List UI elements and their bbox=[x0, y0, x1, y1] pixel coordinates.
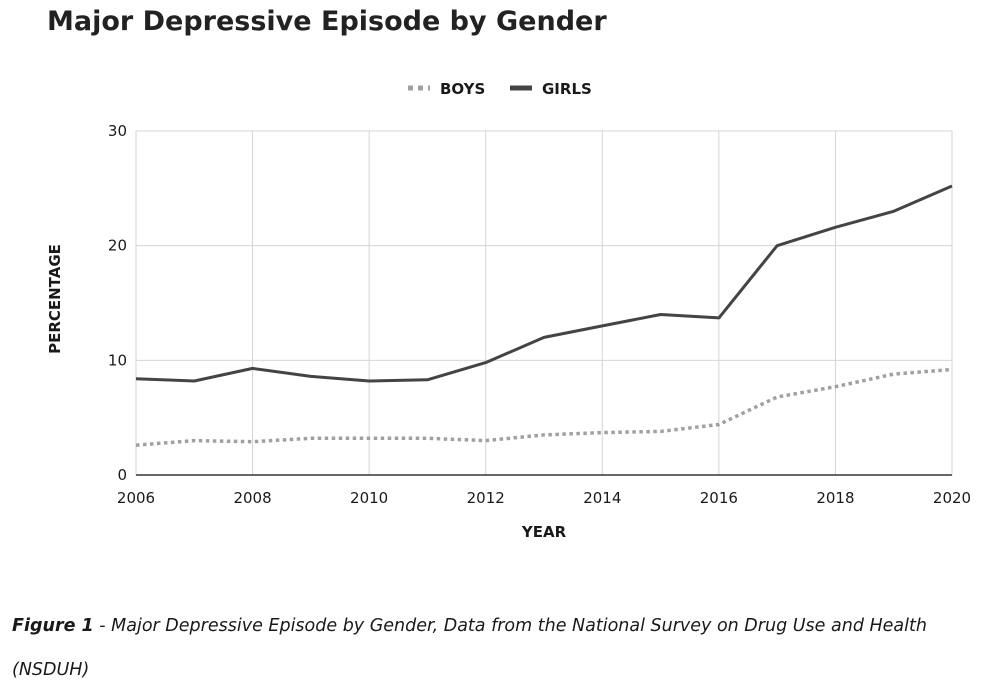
x-tick-label: 2012 bbox=[467, 489, 505, 507]
data-point-girls bbox=[192, 379, 196, 383]
x-axis-title: YEAR bbox=[521, 523, 567, 541]
x-tick-label: 2010 bbox=[350, 489, 388, 507]
data-point-girls bbox=[309, 374, 313, 378]
data-point-boys bbox=[251, 440, 255, 444]
gridlines bbox=[135, 130, 953, 476]
data-point-boys bbox=[659, 429, 663, 433]
data-point-girls bbox=[425, 378, 429, 382]
y-tick-label: 30 bbox=[108, 122, 127, 140]
y-tick-label: 10 bbox=[108, 351, 127, 369]
x-tick-label: 2016 bbox=[700, 489, 738, 507]
y-axis-title: PERCENTAGE bbox=[46, 244, 64, 354]
legend-label-boys: BOYS bbox=[440, 80, 485, 98]
data-point-girls bbox=[717, 316, 721, 320]
data-point-girls bbox=[775, 244, 779, 248]
x-tick-label: 2018 bbox=[816, 489, 854, 507]
data-point-girls bbox=[892, 209, 896, 213]
data-point-girls bbox=[251, 366, 255, 370]
data-point-boys bbox=[950, 368, 954, 372]
data-point-girls bbox=[484, 361, 488, 365]
y-tick-label: 0 bbox=[117, 466, 127, 484]
data-point-boys bbox=[367, 436, 371, 440]
chart-title: Major Depressive Episode by Gender bbox=[47, 6, 607, 37]
data-point-boys bbox=[600, 431, 604, 435]
line-chart: 2006 2008 2010 2012 2014 2016 2018 20200102030 … bbox=[46, 80, 971, 541]
data-point-boys bbox=[542, 433, 546, 437]
x-tick-label: 2020 bbox=[933, 489, 971, 507]
data-point-girls bbox=[134, 377, 138, 381]
data-point-boys bbox=[484, 439, 488, 443]
data-point-girls bbox=[542, 335, 546, 339]
x-tick-label: 2008 bbox=[233, 489, 271, 507]
data-point-boys bbox=[892, 372, 896, 376]
figure-caption-label: Figure 1 bbox=[12, 616, 94, 636]
data-point-boys bbox=[309, 436, 313, 440]
data-point-boys bbox=[717, 423, 721, 427]
figure-caption-text: - Major Depressive Episode by Gender, Da… bbox=[12, 616, 927, 680]
data-point-girls bbox=[659, 312, 663, 316]
legend-label-girls: GIRLS bbox=[542, 80, 592, 98]
y-tick-label: 20 bbox=[108, 237, 127, 255]
data-point-boys bbox=[134, 443, 138, 447]
data-point-boys bbox=[192, 439, 196, 443]
x-tick-label: 2006 bbox=[117, 489, 155, 507]
series-line-boys bbox=[135, 367, 953, 447]
data-point-girls bbox=[950, 184, 954, 188]
x-tick-label: 2014 bbox=[583, 489, 621, 507]
figure-caption: Figure 1 - Major Depressive Episode by G… bbox=[12, 604, 987, 692]
data-point-boys bbox=[833, 385, 837, 389]
series-line-girls bbox=[135, 184, 953, 383]
data-point-boys bbox=[425, 436, 429, 440]
series-lines bbox=[134, 184, 954, 447]
data-point-girls bbox=[600, 324, 604, 328]
data-point-girls bbox=[833, 225, 837, 229]
plot-border bbox=[135, 130, 953, 476]
data-point-girls bbox=[367, 379, 371, 383]
data-point-boys bbox=[775, 395, 779, 399]
axes: 2006 2008 2010 2012 2014 2016 2018 2020 0 10 20 30 bbox=[108, 122, 971, 507]
legend: BOYS GIRLS bbox=[408, 80, 592, 98]
